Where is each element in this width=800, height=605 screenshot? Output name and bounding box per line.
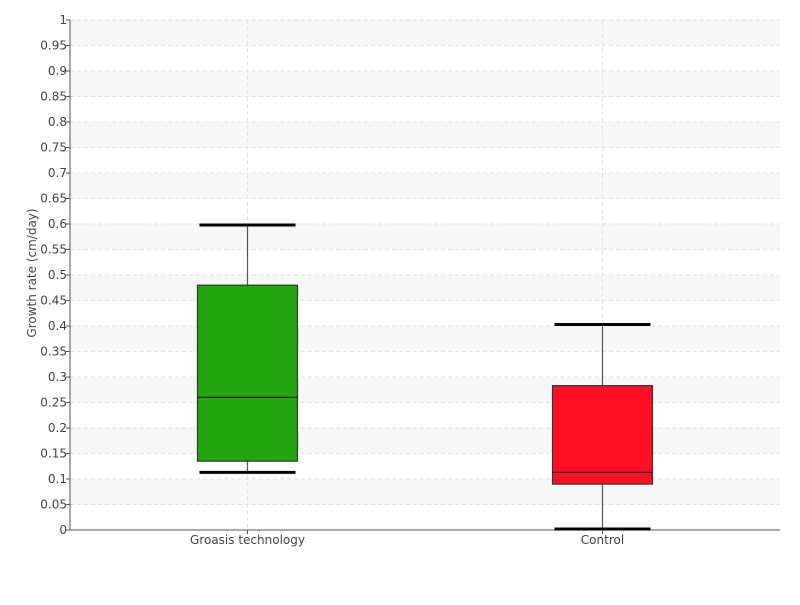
grid-band <box>70 20 780 46</box>
box-series <box>196 223 654 531</box>
grid-band <box>70 224 780 250</box>
grid-band <box>70 173 780 199</box>
grid-band <box>70 377 780 403</box>
x-axis-labels: Groasis technology Control <box>190 530 624 547</box>
y-tick-label: 0.3 <box>48 370 67 384</box>
y-tick-label: 0.6 <box>48 217 67 231</box>
y-axis-title: Growth rate (cm/day) <box>25 208 39 337</box>
box-0 <box>196 223 299 474</box>
grid-band <box>70 122 780 148</box>
y-tick-label: 0.85 <box>40 90 67 104</box>
y-tick-label: 0.35 <box>40 345 67 359</box>
y-tick-label: 0.2 <box>48 421 67 435</box>
box-iqr <box>196 284 299 462</box>
y-tick-label: 0.8 <box>48 115 67 129</box>
x-tick-label: Groasis technology <box>190 533 305 547</box>
grid-band <box>70 428 780 454</box>
grid-band <box>70 326 780 352</box>
y-tick-label: 0.65 <box>40 192 67 206</box>
y-tick-label: 0.45 <box>40 294 67 308</box>
y-tick-label: 0.05 <box>40 498 67 512</box>
grid-band <box>70 479 780 505</box>
grid-band <box>70 71 780 97</box>
y-tick-label: 0.15 <box>40 447 67 461</box>
y-tick-label: 0.4 <box>48 319 67 333</box>
y-axis-ticks: 0 0.05 0.1 0.15 0.2 0.25 0.3 0.35 0.4 0.45 0.5 0.55… <box>40 13 70 537</box>
y-tick-label: 0.55 <box>40 243 67 257</box>
y-tick-label: 0.5 <box>48 268 67 282</box>
box-iqr <box>551 385 654 485</box>
y-tick-label: 0 <box>59 523 67 537</box>
grid-lines <box>70 19 780 530</box>
y-tick-label: 0.7 <box>48 166 67 180</box>
y-tick-label: 0.1 <box>48 472 67 486</box>
y-tick-label: 1 <box>59 13 67 27</box>
grid-bands <box>70 20 780 505</box>
y-tick-label: 0.25 <box>40 396 67 410</box>
grid-band <box>70 275 780 301</box>
box-1 <box>551 322 654 531</box>
y-tick-label: 0.95 <box>40 39 67 53</box>
y-tick-label: 0.75 <box>40 141 67 155</box>
x-tick-label: Control <box>581 533 624 547</box>
y-tick-label: 0.9 <box>48 64 67 78</box>
